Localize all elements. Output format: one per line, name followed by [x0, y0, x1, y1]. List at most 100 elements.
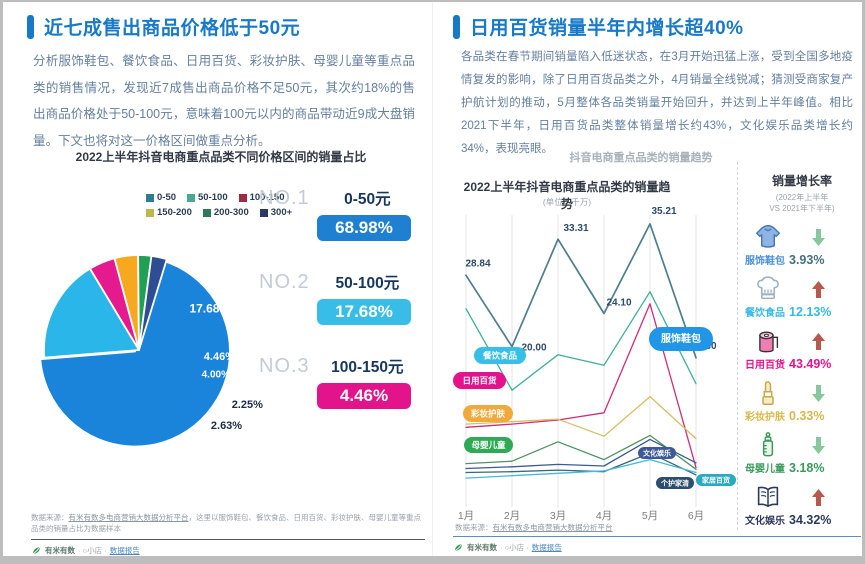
left-page-title: 近七成售出商品价格低于50元: [44, 18, 301, 39]
legend-swatch: [187, 193, 196, 202]
pie-value-label-300+: 2.63%: [211, 420, 242, 432]
data-source-note: 数据来源：有米有数多电商营销大数据分析平台，这里以服饰鞋包、餐饮食品、日用百货、…: [31, 513, 423, 534]
paper-roll-icon: [753, 326, 785, 356]
series-pill-label: 文化娱乐: [643, 448, 671, 457]
legend-label: 200-300: [213, 207, 249, 218]
rank-number: NO.1: [259, 187, 310, 209]
growth-item-label: 服饰鞋包: [745, 256, 785, 267]
legend-label: 0-50: [157, 192, 177, 203]
brand-logo-icon: [32, 546, 41, 555]
arrow-down-icon: [811, 228, 826, 247]
series-pill-label: 日用百货: [462, 375, 497, 385]
growth-item-label: 彩妆护肤: [745, 412, 785, 423]
legend-item: 300+: [259, 207, 293, 218]
legend-swatch: [202, 208, 211, 217]
rank-number: NO.3: [259, 355, 310, 377]
legend-item: 0-50: [146, 192, 176, 203]
title-accent-bar: [453, 14, 460, 39]
right-header: 日用百货销量半年内增长超40%: [453, 13, 744, 40]
series-pill-服饰鞋包: [649, 327, 713, 351]
legend-label: 300+: [270, 207, 293, 218]
data-source-note: 数据来源：有米有数多电商营销大数据分析平台: [455, 523, 855, 534]
series-pill-家居百货: [696, 474, 736, 486]
pie-slice-300+: [138, 254, 168, 351]
growth-item-value: 34.32%: [789, 513, 832, 527]
point-label: 35.21: [651, 206, 676, 217]
price-range-label: 50-100元: [335, 275, 400, 292]
legend-swatch: [146, 208, 154, 217]
growth-item-icons: [743, 274, 861, 304]
legend-label: 50-100: [198, 192, 228, 203]
series-pill-label: 个护家清: [660, 478, 689, 487]
growth-item-icons: [743, 378, 861, 408]
series-pill-label: 餐饮食品: [482, 350, 518, 360]
rank-item-1: NO.1 0-50元 68.98%: [259, 187, 425, 241]
series-pill-日用百货: [453, 372, 506, 389]
month-label: 4月: [596, 510, 612, 522]
pie-chart-title: 2022上半年抖音电商重点品类不同价格区间的销量占比: [75, 150, 367, 164]
legend-item: 100-150: [238, 192, 285, 203]
chef-hat-icon: [753, 274, 785, 304]
growth-item-label: 餐饮食品: [745, 308, 785, 319]
report-sheet: 近七成售出商品价格低于50元 分析服饰鞋包、餐饮食品、日用百货、彩妆护肤、母婴儿…: [3, 2, 862, 556]
footer-divider: [453, 536, 861, 537]
pie-value-label-50-100: 17.68%: [189, 301, 230, 315]
series-line-文化娱乐: [465, 438, 697, 470]
growth-item-value: 3.18%: [789, 461, 825, 475]
growth-item-label: 母婴儿童: [745, 464, 785, 475]
growth-item-culture-entertainment: 文化娱乐 34.32%: [743, 482, 861, 527]
right-page-title: 日用百货销量半年内增长超40%: [470, 18, 744, 39]
share-badge: 68.98%: [317, 215, 411, 241]
price-range-label: 100-150元: [331, 359, 404, 376]
brand-name: 有米有数: [45, 546, 75, 555]
series-pill-母婴儿童: [464, 437, 513, 453]
brand-link[interactable]: 数据报告: [109, 546, 140, 555]
chart-sidebar-divider: [737, 162, 738, 530]
sidebar-subtitle: (2022年上半年 VS 2021年下半年): [743, 192, 861, 214]
growth-item-apparel-bags: 服饰鞋包 3.93%: [743, 222, 861, 267]
share-badge: 4.46%: [317, 383, 411, 409]
growth-item-icons: [743, 482, 861, 512]
growth-item-icons: [743, 222, 861, 252]
watermark-title: 抖音电商重点品类的销量趋势: [569, 152, 713, 164]
footnote-rest: ，这里以服饰鞋包、餐饮食品、日用百货、彩妆护肤、母婴儿童等重点品类的销量占比为数…: [31, 513, 421, 533]
data-source-link[interactable]: 有米有数多电商营销大数据分析平台: [68, 513, 189, 522]
footnote-prefix: 数据来源：: [455, 523, 493, 532]
month-label: 6月: [688, 510, 704, 522]
pie-value-label-150-200: 4.00%: [202, 370, 230, 381]
month-label: 3月: [550, 510, 566, 522]
series-pill-个护家清: [656, 477, 694, 489]
sidebar-subtitle-line1: (2022年上半年: [775, 193, 829, 202]
month-label: 5月: [642, 510, 658, 522]
growth-item-beauty-skincare: 彩妆护肤 0.33%: [743, 378, 861, 423]
brand-footer: 有米有数 · ○小店 · 数据报告: [31, 545, 140, 556]
legend-label: 100-150: [249, 192, 285, 203]
panel-sales-trend: 日用百货销量半年内增长超40% 各品类在春节期间销量陷入低迷状态，在3月开始迅猛…: [432, 2, 863, 556]
pie-chart: 68.98%17.68%4.46%4.00%2.25%2.63%: [39, 254, 263, 448]
panel-price-distribution: 近七成售出商品价格低于50元 分析服饰鞋包、餐饮食品、日用百货、彩妆护肤、母婴儿…: [3, 2, 432, 556]
growth-item-daily-necessities: 日用百货 43.49%: [743, 326, 861, 371]
arrow-down-icon: [811, 436, 826, 455]
growth-item-icons: [743, 326, 861, 356]
legend-swatch: [238, 193, 247, 202]
legend-swatch: [146, 193, 154, 202]
pie-legend: 0-50 50-100 100-150 150-200 200-300 300+: [146, 192, 318, 218]
left-paragraph: 分析服饰鞋包、餐饮食品、日用百货、彩妆护肤、母婴儿童等重点品类的销售情况，发现近…: [33, 54, 415, 148]
brand-link[interactable]: 数据报告: [531, 543, 562, 552]
series-pill-文化娱乐: [638, 447, 676, 459]
growth-item-value: 3.93%: [789, 253, 825, 267]
growth-item-value: 0.33%: [789, 409, 825, 423]
growth-item-label: 日用百货: [745, 360, 785, 371]
data-source-link[interactable]: 有米有数多电商营销大数据分析平台: [492, 523, 613, 532]
month-label: 2月: [504, 510, 520, 522]
series-line-彩妆护肤: [465, 395, 697, 440]
line-chart-title: 2022上半年抖音电商重点品类的销量趋势: [463, 180, 671, 211]
legend-swatch: [259, 208, 268, 217]
unit-label: (单位：千万): [542, 197, 592, 207]
point-label: 20.00: [521, 343, 546, 354]
arrow-up-icon: [811, 488, 826, 507]
book-icon: [753, 482, 785, 512]
rank-item-3: NO.3 100-150元 4.46%: [259, 355, 425, 409]
series-pill-label: 家居百货: [702, 475, 730, 484]
